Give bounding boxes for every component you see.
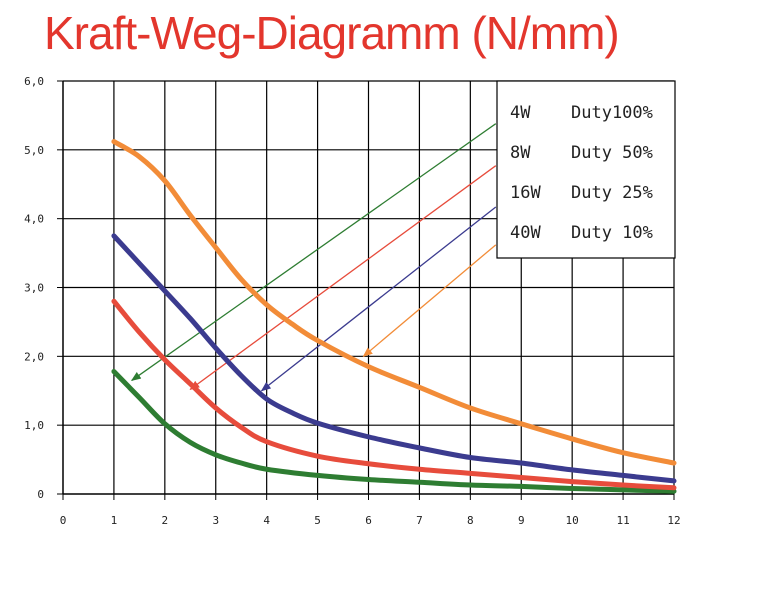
legend-label-wattage: 4W [510,103,531,123]
legend-label-duty: Duty100% [571,103,653,123]
x-tick-label: 9 [518,514,525,527]
series-line-40w [111,139,677,466]
series-arrow-40w [362,244,497,357]
y-tick-label: 5,0 [24,144,44,157]
y-tick-label: 2,0 [24,350,44,363]
y-tick-label: 3,0 [24,282,44,295]
x-tick-label: 6 [365,514,372,527]
x-tick-label: 4 [263,514,270,527]
legend-label-duty: Duty 50% [571,143,653,163]
legend-label-duty: Duty 10% [571,223,653,243]
legend-box [496,80,676,259]
series-line-16w [111,233,677,484]
y-tick-label: 4,0 [24,213,44,226]
x-tick-label: 2 [162,514,169,527]
y-tick-label: 6,0 [24,75,44,88]
chart-title: Kraft-Weg-Diagramm (N/mm) [44,7,620,59]
series-arrow-4w [130,123,497,382]
x-tick-label: 11 [616,514,629,527]
legend-label-wattage: 16W [510,183,541,203]
series-line-8w [111,298,677,491]
series-line-4w [111,368,677,494]
series-arrow-16w [260,206,497,392]
legend-label-wattage: 8W [510,143,531,163]
y-tick-label: 1,0 [24,419,44,432]
x-tick-label: 0 [60,514,67,527]
x-tick-label: 7 [416,514,423,527]
x-tick-label: 3 [212,514,219,527]
x-tick-label: 10 [566,514,579,527]
legend-label-duty: Duty 25% [571,183,653,203]
x-tick-label: 1 [111,514,118,527]
y-tick-label: 0 [37,488,44,501]
x-tick-label: 5 [314,514,321,527]
x-tick-label: 8 [467,514,474,527]
legend-label-wattage: 40W [510,223,541,243]
x-tick-label: 12 [667,514,680,527]
series-arrow-8w [189,165,497,390]
